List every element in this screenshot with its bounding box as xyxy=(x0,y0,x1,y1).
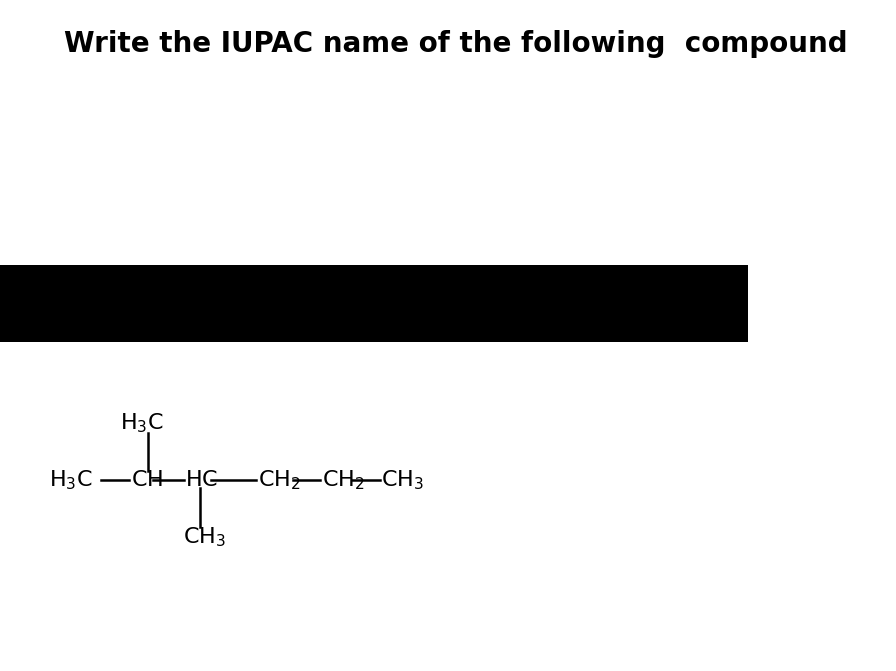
Text: $\rm H_3C$: $\rm H_3C$ xyxy=(120,411,163,435)
Text: $\rm HC$: $\rm HC$ xyxy=(185,470,219,490)
Text: $\rm CH$: $\rm CH$ xyxy=(131,470,163,490)
Text: $\rm CH_3$: $\rm CH_3$ xyxy=(382,468,425,492)
Text: $\rm H_3C$: $\rm H_3C$ xyxy=(48,468,92,492)
Text: $\rm CH_2$: $\rm CH_2$ xyxy=(322,468,365,492)
Text: Write the IUPAC name of the following  compound: Write the IUPAC name of the following co… xyxy=(64,30,848,58)
Text: $\rm CH_2$: $\rm CH_2$ xyxy=(258,468,301,492)
FancyBboxPatch shape xyxy=(0,265,748,342)
Text: $\rm CH_3$: $\rm CH_3$ xyxy=(183,525,226,549)
